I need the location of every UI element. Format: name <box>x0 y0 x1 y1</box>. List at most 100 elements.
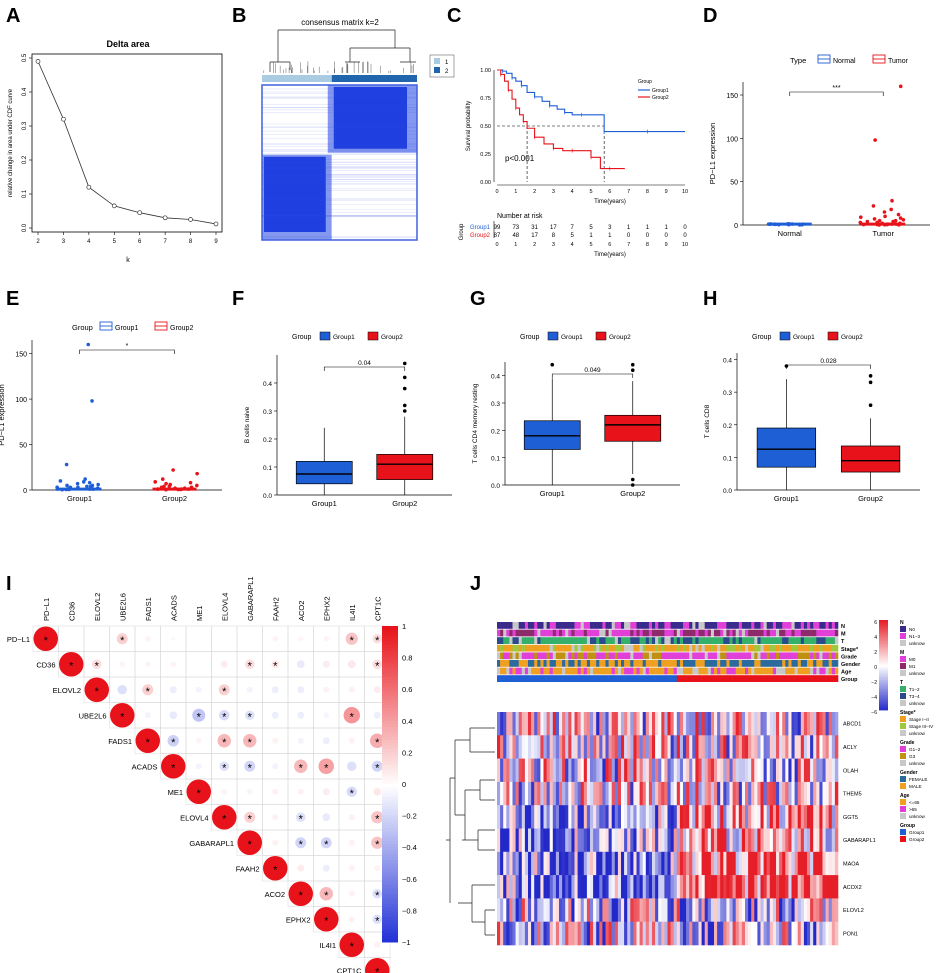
heatmap-cell <box>732 712 736 736</box>
annotation-cell <box>596 644 600 652</box>
annotation-cell <box>590 675 594 682</box>
heatmap-cell <box>512 758 516 783</box>
heatmap-cell <box>546 851 550 876</box>
heatmap-cell <box>701 851 705 876</box>
annotation-cell <box>639 637 643 644</box>
annotation-cell <box>834 675 839 682</box>
annotation-cell <box>738 667 743 675</box>
risk-count: 73 <box>512 225 519 231</box>
colorbar-step <box>879 677 888 679</box>
corr-circle <box>339 932 364 957</box>
heatmap-cell <box>521 712 526 736</box>
risk-time-tick: 1 <box>514 242 517 248</box>
heatmap-cell <box>645 758 650 783</box>
y-tick-label: 0.0 <box>491 483 500 490</box>
delta-line <box>37 61 217 225</box>
heatmap-cell <box>757 921 761 946</box>
annotation-cell <box>546 667 550 675</box>
annotation-cell <box>791 622 795 629</box>
annotation-cell <box>617 675 622 682</box>
risk-count: 1 <box>627 225 631 231</box>
legend-item-label: FEMALE <box>909 777 927 782</box>
annotation-cell <box>531 667 535 675</box>
row-label: CPT1C <box>337 966 362 973</box>
data-point <box>797 223 802 227</box>
annotation-cell <box>800 652 805 660</box>
significance-star: * <box>248 762 253 774</box>
heatmap-cell <box>831 898 836 922</box>
annotation-cell <box>571 675 575 682</box>
heatmap-cell <box>735 712 740 736</box>
data-point <box>86 184 92 190</box>
heatmap-cell <box>745 898 749 922</box>
heatmap-cell <box>611 758 616 783</box>
heatmap-cell <box>769 921 774 946</box>
heatmap-cell <box>630 712 634 736</box>
heatmap-cell <box>766 875 771 899</box>
heatmap-cell <box>788 735 792 759</box>
heatmap-cell <box>683 921 687 946</box>
heatmap-cell <box>624 805 628 829</box>
annotation-cell <box>813 675 817 682</box>
annotation-cell <box>534 622 538 629</box>
annotation-cell <box>782 675 786 682</box>
annotation-cell <box>791 652 795 660</box>
heatmap-cell <box>791 828 795 853</box>
data-point <box>65 483 69 488</box>
heatmap-cell <box>788 712 792 736</box>
colorbar-step <box>879 704 888 706</box>
annotation-cell <box>555 667 560 675</box>
heatmap-cell <box>785 828 789 853</box>
annotation-cell <box>714 652 718 660</box>
annotation-cell <box>797 667 802 675</box>
row-label: CD36 <box>36 660 55 669</box>
annotation-cell <box>633 622 637 629</box>
annotation-cell <box>574 629 578 637</box>
heatmap-cell <box>559 758 563 783</box>
annotation-cell <box>676 660 681 667</box>
heatmap-cell <box>704 898 709 922</box>
heatmap-cell <box>754 921 758 946</box>
colorbar-step <box>382 904 398 908</box>
annotation-cell <box>521 644 526 652</box>
annotation-cell <box>565 675 569 682</box>
annotation-cell <box>590 644 594 652</box>
annotation-cell <box>528 675 532 682</box>
heatmap-cell <box>590 828 594 853</box>
heatmap-cell <box>686 805 690 829</box>
annotation-cell <box>822 637 826 644</box>
annotation-cell <box>621 644 625 652</box>
heatmap-cell <box>726 921 730 946</box>
heatmap-cell <box>707 921 712 946</box>
heatmap-cell <box>748 781 752 806</box>
heatmap-cell <box>710 828 715 853</box>
panel-letter-C: C <box>447 5 461 27</box>
heatmap-cell <box>543 735 547 759</box>
colorbar-step <box>382 859 398 864</box>
annotation-cell <box>810 629 814 637</box>
annotation-cell <box>537 622 541 629</box>
heatmap-cell <box>729 805 733 829</box>
heatmap-cell <box>630 898 634 922</box>
row-label: ELOVL2 <box>53 686 81 695</box>
annotation-cell <box>593 652 597 660</box>
heatmap-cell <box>794 712 798 736</box>
annotation-cell <box>580 629 585 637</box>
x-tick-label: Group2 <box>620 489 645 498</box>
corr-circle <box>144 712 151 719</box>
heatmap-cell <box>580 875 585 899</box>
heatmap-cell <box>617 735 622 759</box>
significance-star: * <box>146 686 151 698</box>
annotation-cell <box>636 675 640 682</box>
heatmap-cell <box>807 712 811 736</box>
colorbar-step <box>382 692 398 697</box>
annotation-cell <box>627 675 631 682</box>
colorbar-step <box>879 683 888 685</box>
annotation-cell <box>831 629 836 637</box>
annotation-cell <box>645 622 650 629</box>
annotation-cell <box>735 652 740 660</box>
colorbar-step <box>382 881 398 886</box>
annotation-cell <box>661 629 665 637</box>
heatmap-cell <box>590 898 594 922</box>
annotation-cell <box>831 622 836 629</box>
